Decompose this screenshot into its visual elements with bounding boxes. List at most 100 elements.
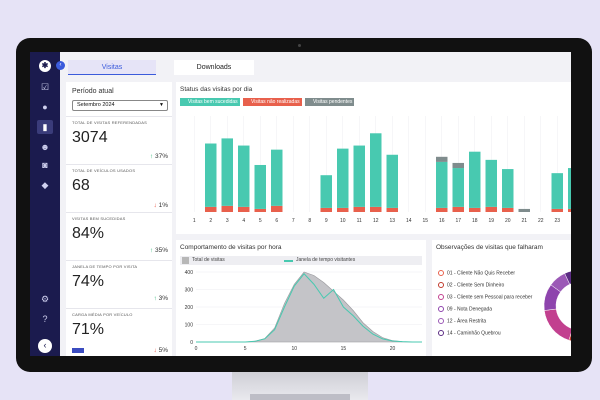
- status-bar-chart: 123456789101112131415161718192021222324: [193, 116, 571, 224]
- bar-segment: [485, 159, 497, 207]
- legend-item[interactable]: Visitas pendentes: [305, 98, 355, 106]
- legend-swatch: [284, 260, 293, 262]
- legend-item[interactable]: 01 - Cliente Não Quis Receber: [438, 270, 515, 276]
- x-tick-label: 12: [373, 218, 379, 224]
- gear-icon[interactable]: ⚙: [40, 294, 50, 304]
- map-pin-icon[interactable]: ●: [42, 102, 48, 112]
- hourly-area-chart: 0 100 200 300 400 0 5 10 15 20: [185, 270, 422, 352]
- y-tick-label: 200: [185, 305, 194, 311]
- bar-segment: [271, 205, 283, 212]
- x-tick-label: 16: [439, 218, 445, 224]
- legend-item[interactable]: 03 - Cliente sem Pessoal para receber: [438, 294, 532, 300]
- bar-segment: [238, 206, 250, 212]
- x-tick-label: 17: [455, 218, 461, 224]
- users-icon[interactable]: ☻: [40, 142, 50, 152]
- x-tick-label: 19: [488, 218, 494, 224]
- bar-segment: [205, 143, 217, 207]
- arrow-up-icon: ↑: [149, 153, 154, 160]
- bar-segment: [320, 175, 332, 208]
- back-button[interactable]: ‹: [38, 339, 52, 353]
- kpi-value: 74%: [72, 273, 105, 290]
- legend-item[interactable]: 09 - Nota Denegada: [438, 306, 492, 312]
- hourly-chart-title: Comportamento de visitas por hora: [180, 244, 282, 251]
- bar-segment: [221, 138, 233, 206]
- x-tick-label: 0: [195, 346, 198, 352]
- x-tick-label: 14: [406, 218, 412, 224]
- kpi-delta: ↑ 3%: [154, 295, 168, 302]
- bar-segment: [452, 206, 464, 212]
- bar-segment: [502, 207, 514, 212]
- x-tick-label: 4: [242, 218, 245, 224]
- bar-chart-icon[interactable]: ▮: [37, 120, 53, 134]
- truck-icon: [72, 348, 84, 353]
- tab-visitas[interactable]: Visitas: [68, 60, 156, 75]
- bar-segment: [436, 161, 448, 208]
- kpi-label: VISITAS BEM SUCEDIDAS: [72, 216, 126, 221]
- bar-segment: [452, 168, 464, 207]
- y-tick-label: 100: [185, 323, 194, 329]
- kpi-label: TOTAL DE VEÍCULOS USADOS: [72, 168, 136, 173]
- kpi-delta: ↑ 37%: [150, 153, 168, 160]
- period-select-value: Setembro 2024: [77, 102, 115, 108]
- kpi-delta: ↑ 35%: [150, 247, 168, 254]
- chevron-down-icon: ▼: [159, 102, 164, 108]
- legend-swatch: [305, 98, 312, 106]
- legend-swatch: [180, 98, 187, 106]
- kpi-label: JANELA DE TEMPO POR VISITA: [72, 264, 138, 269]
- app-screen: ✱ ‹ ☑ ● ▮ ☻ ◙ ◆ ⚙ ? ‹ Visitas Downloads …: [30, 52, 571, 356]
- x-tick-label: 23: [554, 218, 560, 224]
- x-tick-label: 7: [292, 218, 295, 224]
- legend-label: Janela de tempo visitantes: [296, 257, 356, 263]
- legend-item[interactable]: 12 - Área Restrita: [438, 318, 486, 324]
- camera-icon[interactable]: ◙: [42, 160, 48, 170]
- legend-swatch: [438, 330, 444, 336]
- kpi-value: 84%: [72, 225, 105, 242]
- legend-label: 09 - Nota Denegada: [447, 306, 493, 313]
- period-select[interactable]: Setembro 2024 ▼: [72, 100, 168, 111]
- line-time-window: [196, 272, 422, 343]
- legend-label: 02 - Cliente Sem Dinheiro: [447, 282, 505, 289]
- bar-segment: [370, 206, 382, 212]
- bar-segment: [320, 207, 332, 212]
- x-tick-label: 3: [226, 218, 229, 224]
- legend-label: 03 - Cliente sem Pessoal para receber: [447, 294, 533, 301]
- x-tick-label: 15: [341, 346, 347, 352]
- collapse-sidebar-button[interactable]: ‹: [56, 61, 65, 70]
- x-tick-label: 11: [357, 218, 362, 224]
- legend-label: Visitas bem sucedidas: [188, 99, 238, 105]
- tab-downloads[interactable]: Downloads: [174, 60, 254, 75]
- kpi-delta-value: 1%: [158, 202, 168, 209]
- bar-segment: [254, 164, 266, 209]
- legend-item[interactable]: 14 - Caminhão Quebrou: [438, 330, 501, 336]
- kpi-panel: Período atual Setembro 2024 ▼ TOTAL DE V…: [66, 82, 172, 356]
- kpi-delta-value: 5%: [158, 347, 168, 354]
- kpi-delta-value: 37%: [154, 153, 168, 160]
- x-tick-label: 2: [209, 218, 212, 224]
- legend-item[interactable]: Visitas não realizadas: [243, 98, 302, 106]
- clipboard-check-icon[interactable]: ☑: [40, 82, 50, 92]
- logo-icon[interactable]: ✱: [39, 60, 51, 72]
- legend-swatch: [438, 318, 444, 324]
- bar-segment: [502, 169, 514, 208]
- legend-item[interactable]: 02 - Cliente Sem Dinheiro: [438, 282, 504, 288]
- kpi-value: 3074: [72, 129, 108, 146]
- observations-donut-chart: [543, 270, 571, 342]
- legend-swatch: [182, 257, 189, 264]
- hourly-chart-legend: Total de visitas Janela de tempo visitan…: [180, 256, 422, 265]
- kpi-label: CARGA MÉDIA POR VEÍCULO: [72, 312, 133, 317]
- kpi-value: 68: [72, 177, 90, 194]
- bar-segment: [485, 206, 497, 212]
- tab-bar: Visitas Downloads: [60, 60, 571, 75]
- bar-segment: [386, 207, 398, 212]
- status-chart-legend: Visitas bem sucedidas Visitas não realiz…: [180, 98, 356, 106]
- arrow-down-icon: ↓: [153, 202, 157, 209]
- legend-item[interactable]: Visitas bem sucedidas: [180, 98, 240, 106]
- x-tick-label: 8: [308, 218, 311, 224]
- legend-label: Visitas não realizadas: [251, 99, 300, 105]
- chat-icon[interactable]: ◆: [41, 180, 49, 190]
- bar-segment: [386, 154, 398, 208]
- help-icon[interactable]: ?: [42, 314, 48, 324]
- legend-swatch: [438, 294, 444, 300]
- x-tick-label: 15: [422, 218, 428, 224]
- x-tick-label: 9: [325, 218, 328, 224]
